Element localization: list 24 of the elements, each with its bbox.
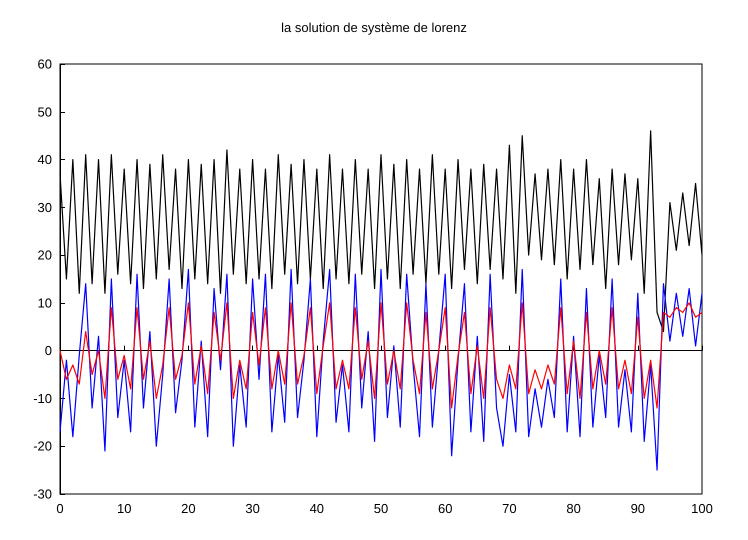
y-tick-label: -20 bbox=[33, 438, 52, 454]
line-series bbox=[59, 268, 703, 471]
chart-title: la solution de système de lorenz bbox=[281, 20, 467, 35]
x-tick-label: 60 bbox=[438, 501, 452, 516]
x-tick-label: 10 bbox=[116, 501, 132, 516]
x-tick-label: 20 bbox=[181, 501, 196, 516]
line-series bbox=[59, 302, 703, 409]
y-tick-label: -10 bbox=[33, 390, 52, 406]
x-tick-label: 30 bbox=[245, 501, 260, 516]
y-tick-label: 40 bbox=[38, 152, 52, 168]
x-tick-label: 40 bbox=[310, 501, 324, 516]
y-tick-label: 60 bbox=[38, 56, 52, 72]
y-tick-label: 0 bbox=[44, 343, 52, 358]
x-tick-label: 80 bbox=[566, 501, 581, 516]
x-tick-label: 50 bbox=[374, 501, 388, 516]
y-tick-label: 10 bbox=[38, 295, 52, 310]
y-tick-label: 20 bbox=[38, 248, 52, 263]
y-tick-label: -30 bbox=[33, 486, 52, 502]
x-tick-label: 100 bbox=[691, 501, 713, 516]
y-tick-label: 50 bbox=[38, 104, 52, 120]
y-tick-label: 30 bbox=[38, 200, 52, 215]
x-tick-label: 0 bbox=[56, 501, 64, 516]
x-tick-label: 70 bbox=[502, 501, 517, 516]
x-tick-label: 90 bbox=[630, 501, 646, 516]
